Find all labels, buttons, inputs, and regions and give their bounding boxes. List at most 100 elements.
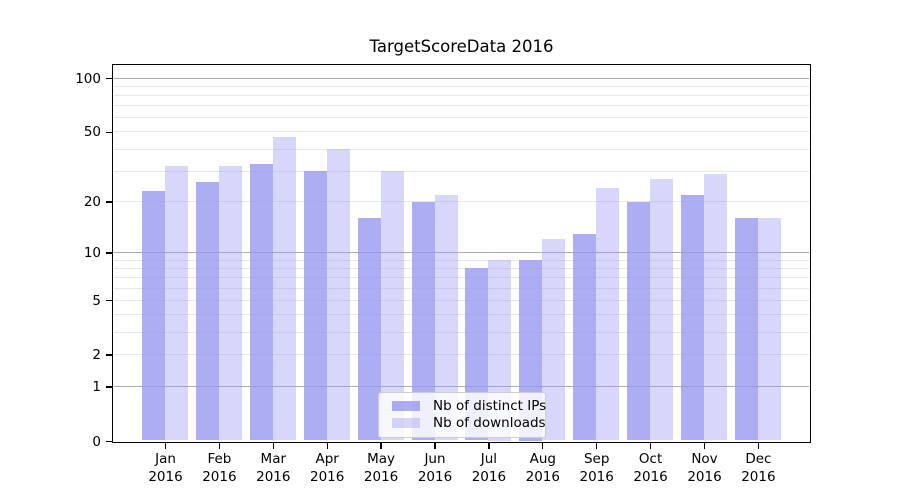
x-tick-label: Nov 2016 <box>673 451 737 486</box>
legend-label-nb-of-downloads: Nb of downloads <box>433 415 546 431</box>
x-tick-label-year: 2016 <box>525 468 560 485</box>
bar-nb-of-downloads-aug <box>542 239 566 441</box>
x-tick-label-month: Sep <box>583 451 610 467</box>
x-tick-label-month: Mar <box>260 451 287 467</box>
y-tick-label: 100 <box>75 70 101 87</box>
gridline-minor <box>113 131 809 133</box>
x-tick-label-year: 2016 <box>310 468 345 485</box>
bar-nb-of-distinct-ips-may <box>357 218 381 441</box>
y-axis-tick <box>106 131 112 134</box>
x-axis-tick <box>434 442 436 449</box>
x-tick-label-year: 2016 <box>417 468 453 485</box>
gridline-minor <box>113 85 809 87</box>
x-tick-label-year: 2016 <box>687 468 722 485</box>
x-axis-tick <box>326 442 328 449</box>
bar-nb-of-distinct-ips-jun <box>411 201 435 441</box>
x-axis-tick <box>703 442 706 449</box>
y-axis-tick <box>106 78 112 80</box>
bar-nb-of-distinct-ips-sep <box>573 233 597 441</box>
x-tick-label-month: Apr <box>315 451 339 467</box>
gridline-minor <box>113 299 809 301</box>
y-tick-label: 20 <box>83 194 101 211</box>
gridline-minor <box>113 95 809 97</box>
y-axis-tick <box>106 440 112 443</box>
x-axis-tick <box>218 442 221 449</box>
x-axis-tick <box>380 442 382 449</box>
gridline-minor <box>113 267 809 269</box>
gridline-minor <box>113 201 809 203</box>
x-tick-label: Jun 2016 <box>403 451 467 486</box>
y-axis-tick <box>106 299 112 302</box>
bar-nb-of-downloads-nov <box>704 173 727 441</box>
y-tick-label: 1 <box>92 379 101 395</box>
x-tick-label-month: Dec <box>745 451 772 467</box>
bar-nb-of-downloads-mar <box>272 136 296 441</box>
x-tick-label-month: Feb <box>207 451 232 467</box>
y-tick-label: 0 <box>92 433 101 450</box>
x-tick-label: Dec 2016 <box>726 451 790 486</box>
x-axis-tick <box>272 442 274 449</box>
gridline-minor <box>113 105 809 107</box>
bar-nb-of-distinct-ips-feb <box>195 181 219 441</box>
plot-area <box>112 63 811 443</box>
bar-nb-of-downloads-dec <box>757 218 781 441</box>
legend-swatch-nb-of-distinct-ips <box>392 401 420 411</box>
x-axis-tick <box>164 442 167 449</box>
gridline-minor <box>113 170 809 172</box>
y-tick-label: 10 <box>83 245 101 261</box>
gridline-minor <box>113 148 809 150</box>
bar-nb-of-downloads-jan <box>165 166 188 441</box>
x-tick-label-month: Jan <box>155 451 176 467</box>
x-tick-label-month: Jul <box>480 451 498 467</box>
x-axis-tick <box>542 442 544 449</box>
y-tick-label: 5 <box>92 292 101 309</box>
legend-entry-nb-of-downloads: Nb of downloads <box>387 415 546 431</box>
x-tick-label: Aug 2016 <box>511 451 575 486</box>
legend-swatch-nb-of-downloads <box>392 418 420 428</box>
x-tick-label: May 2016 <box>349 451 413 486</box>
x-axis-tick <box>596 442 598 449</box>
x-tick-label: Sep 2016 <box>565 451 629 486</box>
x-tick-label-year: 2016 <box>741 468 776 485</box>
gridline-minor <box>113 259 809 261</box>
x-tick-label-month: Aug <box>529 451 556 467</box>
bar-nb-of-downloads-jun <box>434 194 458 441</box>
gridline-minor <box>113 287 809 289</box>
y-axis-tick <box>106 252 112 254</box>
y-tick-label: 2 <box>92 347 101 364</box>
y-axis-tick <box>106 354 112 356</box>
gridline-minor <box>113 117 809 119</box>
gridline-major <box>113 77 809 79</box>
legend-label-nb-of-distinct-ips: Nb of distinct IPs <box>433 398 547 414</box>
chart-title: TargetScoreData 2016 <box>369 37 554 56</box>
gridline-minor <box>113 354 809 356</box>
legend-entry-nb-of-distinct-ips: Nb of distinct IPs <box>387 398 546 414</box>
gridline-minor <box>113 331 809 333</box>
x-tick-label: Jan 2016 <box>134 451 198 486</box>
x-axis-tick <box>757 442 760 449</box>
bar-nb-of-distinct-ips-apr <box>303 171 327 441</box>
x-tick-label-year: 2016 <box>363 468 399 485</box>
x-tick-label-month: Jun <box>424 451 446 467</box>
bar-nb-of-distinct-ips-nov <box>681 194 704 441</box>
x-tick-label: Jul 2016 <box>457 451 521 486</box>
bar-nb-of-distinct-ips-jan <box>142 191 165 441</box>
legend: Nb of distinct IPs Nb of downloads <box>378 391 546 438</box>
y-axis-tick <box>106 386 112 388</box>
gridline-minor <box>113 277 809 279</box>
x-tick-label: Feb 2016 <box>187 451 251 486</box>
bar-nb-of-distinct-ips-mar <box>249 163 273 441</box>
x-axis-tick <box>488 442 490 449</box>
x-tick-label: Apr 2016 <box>295 451 359 486</box>
bar-nb-of-downloads-feb <box>218 166 242 441</box>
bar-nb-of-downloads-apr <box>326 149 350 441</box>
x-tick-label-year: 2016 <box>256 468 291 485</box>
y-tick-label: 50 <box>83 124 101 141</box>
gridline-minor <box>113 313 809 315</box>
bar-nb-of-downloads-sep <box>596 187 620 441</box>
x-tick-label: Oct 2016 <box>619 451 683 486</box>
bar-nb-of-downloads-oct <box>650 179 674 441</box>
x-tick-label: Mar 2016 <box>241 451 305 486</box>
x-tick-label-year: 2016 <box>633 468 668 485</box>
x-tick-label-month: Oct <box>638 451 663 467</box>
